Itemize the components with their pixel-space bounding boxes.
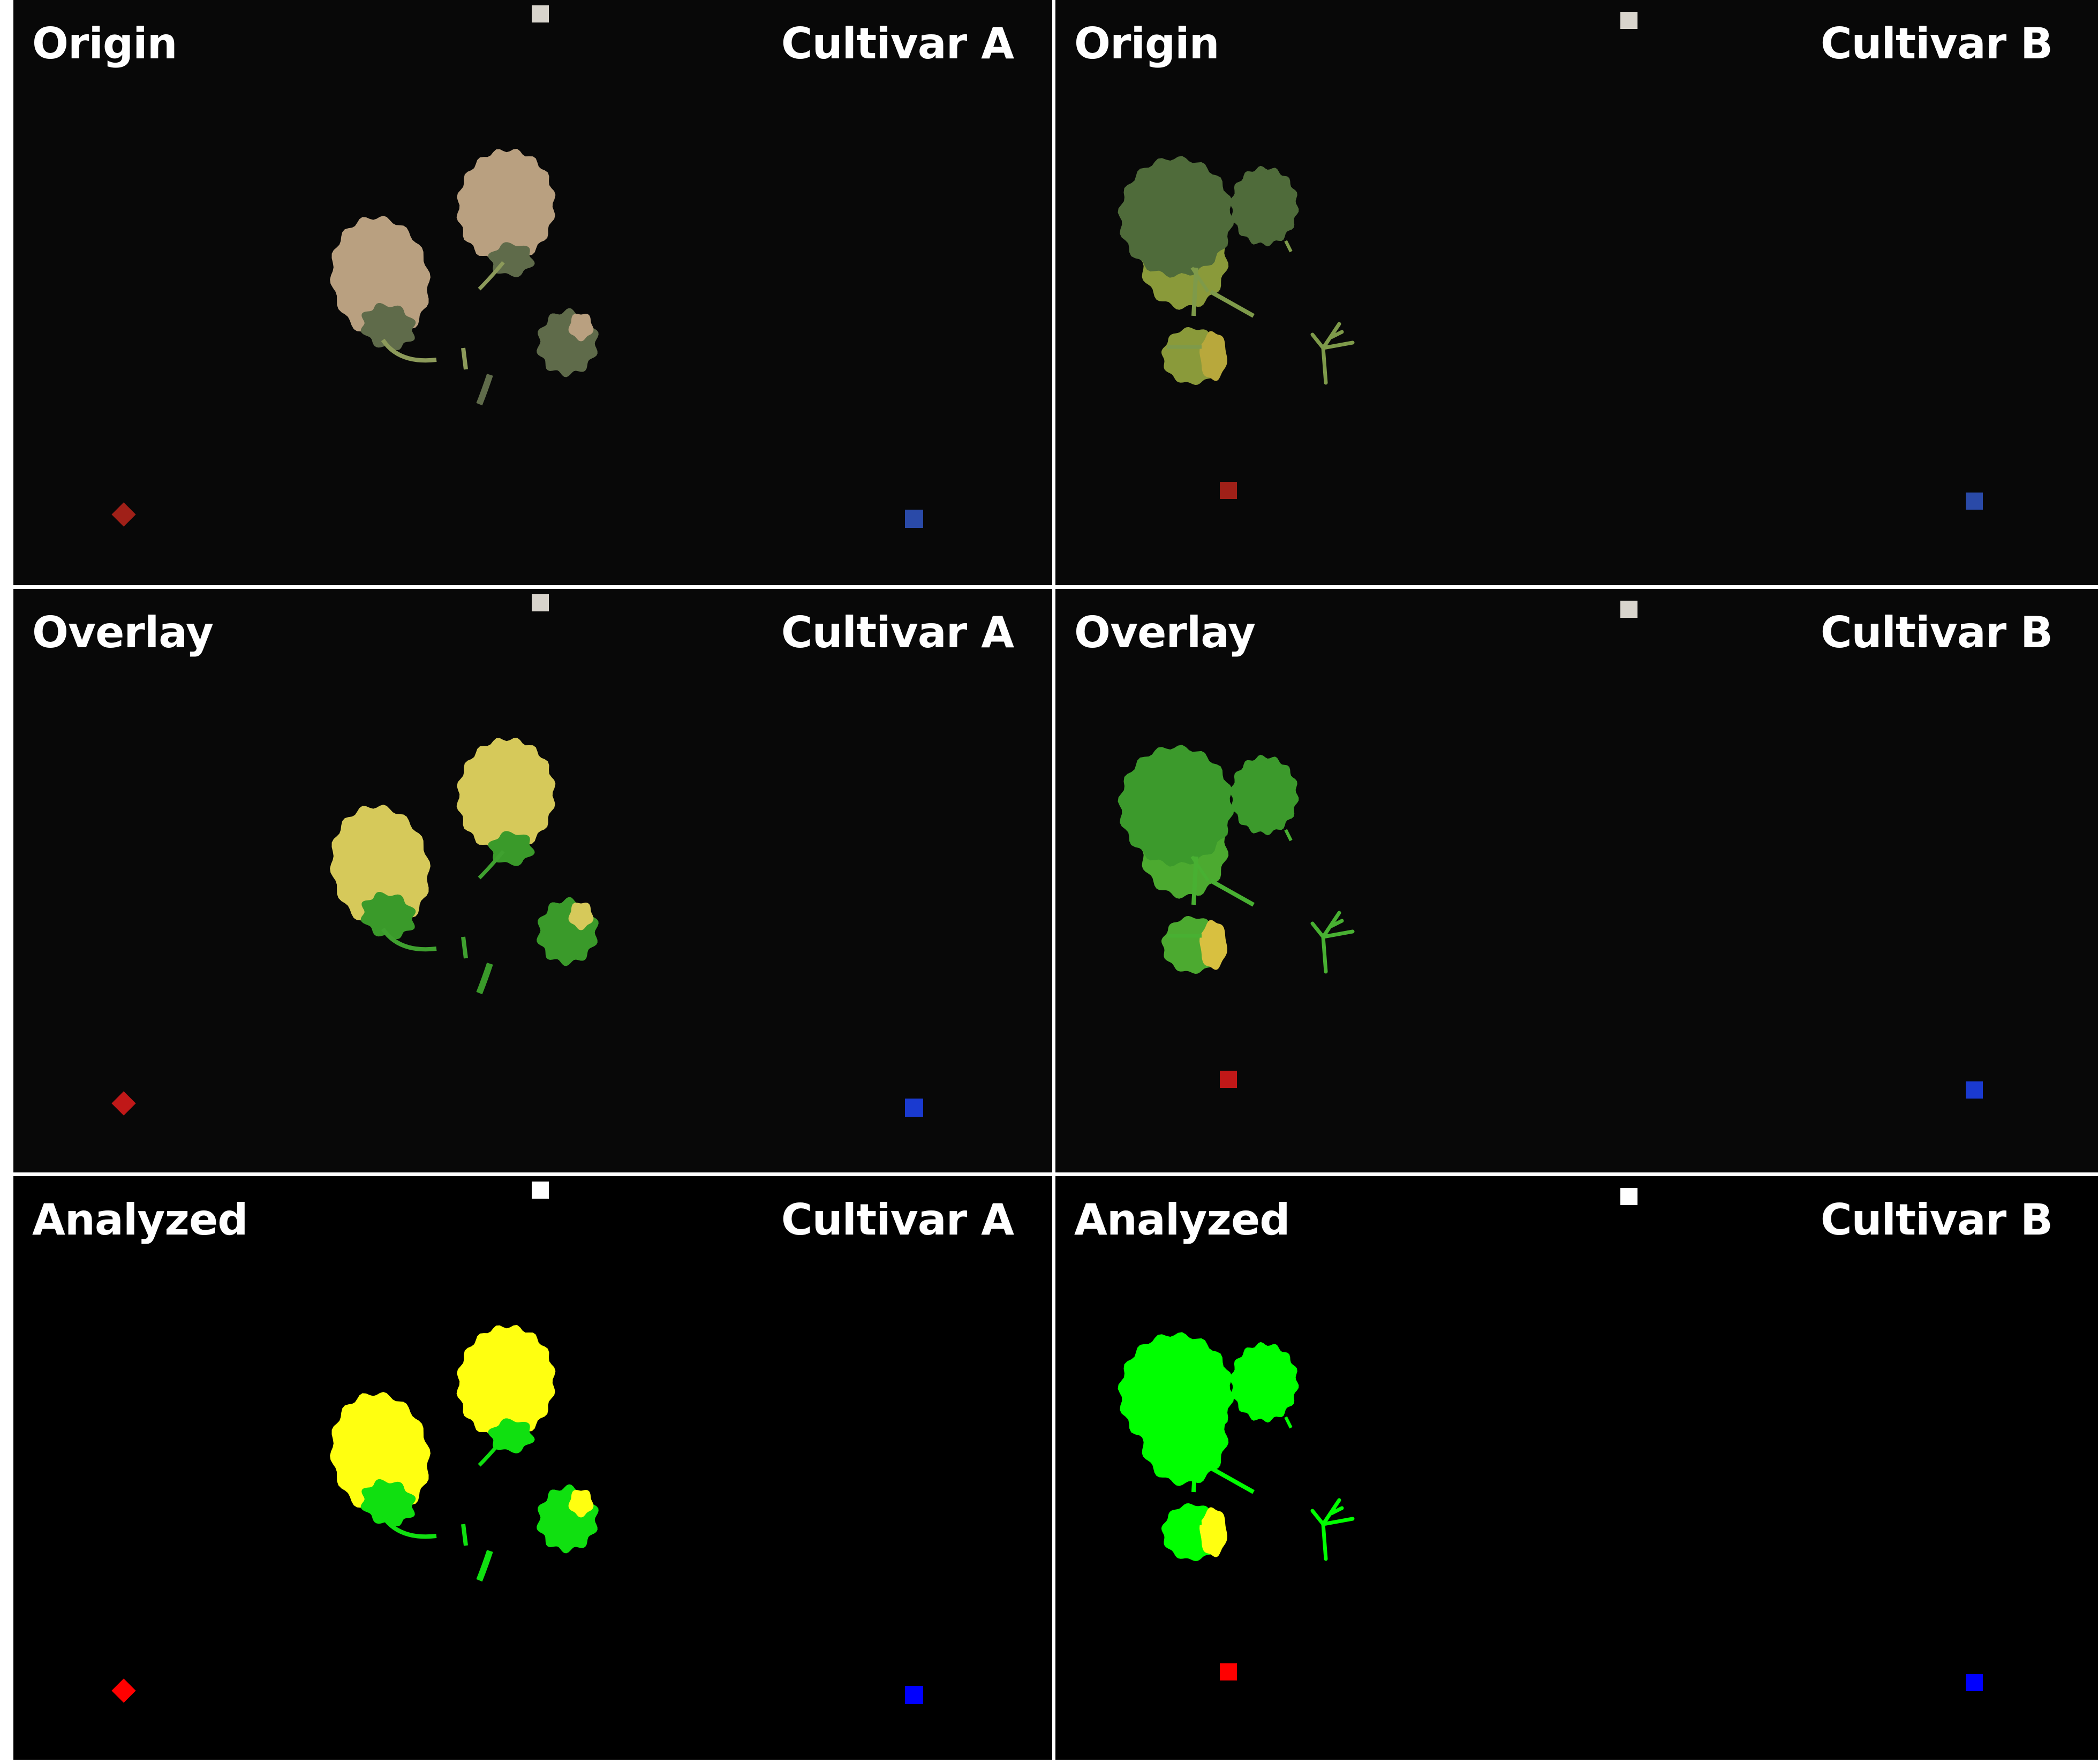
blue-reference-marker [1966,1674,1983,1691]
mode-label: Overlay [32,608,214,657]
stem-fragment [461,1524,468,1546]
stem [478,261,505,291]
white-reference-marker [532,594,549,611]
leaf-patch [568,314,594,342]
mode-label: Analyzed [32,1195,248,1245]
leaf-yellow-patch [1199,331,1227,381]
leaf-patch [360,892,416,939]
leaf-scene [1118,601,1983,1099]
stem [381,338,437,363]
stem-fragment [461,936,468,959]
red-reference-marker [1220,1071,1237,1088]
white-reference-marker [1620,1188,1637,1205]
leaf [1229,1342,1299,1423]
panel-overlay-cultivar-a: Overlay Cultivar A [13,589,1052,1172]
panel-analyzed-cultivar-a: Analyzed Cultivar A [13,1176,1052,1760]
red-reference-marker [111,1678,136,1703]
mode-label: Overlay [1074,608,1256,657]
red-reference-marker [1220,482,1237,499]
stem [1284,1416,1293,1429]
branching-stem [1310,911,1355,974]
cultivar-label: Cultivar A [781,19,1014,69]
leaf-patch [360,303,416,350]
white-reference-marker [532,5,549,22]
stem [1191,267,1198,316]
stem [1284,240,1293,253]
leaf [1118,156,1234,278]
cultivar-label: Cultivar A [781,1195,1014,1245]
leaf-yellow-patch [1199,920,1227,970]
stem [1191,1443,1198,1493]
leaf-patch [360,1479,416,1526]
stem-fragment [476,374,493,406]
blue-reference-marker [905,510,923,528]
panel-overlay-cultivar-b: Overlay Cultivar B [1055,589,2098,1172]
stem [381,1515,437,1539]
leaf [456,737,556,853]
stem [1210,290,1255,318]
leaf [1118,1332,1234,1454]
red-reference-marker [111,1091,136,1116]
leaf-scene [1118,12,1983,510]
leaf [1229,165,1299,247]
stem [1284,829,1293,842]
row-divider [13,1172,2098,1176]
leaf-patch [568,903,594,930]
stem [478,850,505,880]
row-divider [13,585,2098,589]
blue-reference-marker [1966,493,1983,510]
branching-stem [1310,322,1355,385]
leaf-scene [111,5,923,528]
stem [381,927,437,952]
leaf [330,805,431,930]
cultivar-label: Cultivar B [1820,1195,2053,1245]
stem-fragment [461,347,468,370]
leaf [1118,745,1234,867]
cultivar-label: Cultivar A [781,608,1014,657]
white-reference-marker [1620,601,1637,618]
mode-label: Origin [32,19,178,69]
leaf-scene [111,1182,923,1704]
leaf-scene [1118,1188,1983,1691]
blue-reference-marker [1966,1081,1983,1099]
blue-reference-marker [905,1686,923,1704]
stem [1210,879,1255,907]
red-reference-marker [1220,1663,1237,1680]
leaf-scene [111,594,923,1117]
stem-fragment [476,1550,493,1582]
leaf [330,1392,431,1517]
red-reference-marker [111,502,136,527]
stem [1191,856,1198,905]
white-reference-marker [1620,12,1637,29]
leaf [1229,754,1299,836]
branching-stem [1310,1498,1355,1561]
leaf [330,216,431,341]
white-reference-marker [532,1182,549,1199]
mode-label: Origin [1074,19,1220,69]
leaf-yellow-patch [1199,1507,1227,1557]
column-divider [1052,0,1055,1764]
mode-label: Analyzed [1074,1195,1291,1245]
leaf [456,148,556,264]
blue-reference-marker [905,1099,923,1117]
cultivar-label: Cultivar B [1820,608,2053,657]
panel-analyzed-cultivar-b: Analyzed Cultivar B [1055,1176,2098,1760]
stem [1210,1466,1255,1494]
panel-origin-cultivar-b: Origin Cultivar B [1055,0,2098,585]
leaf [456,1324,556,1440]
stem-fragment [476,963,493,995]
stem [478,1437,505,1467]
cultivar-label: Cultivar B [1820,19,2053,69]
panel-origin-cultivar-a: Origin Cultivar A [13,0,1052,585]
leaf-patch [568,1490,594,1518]
